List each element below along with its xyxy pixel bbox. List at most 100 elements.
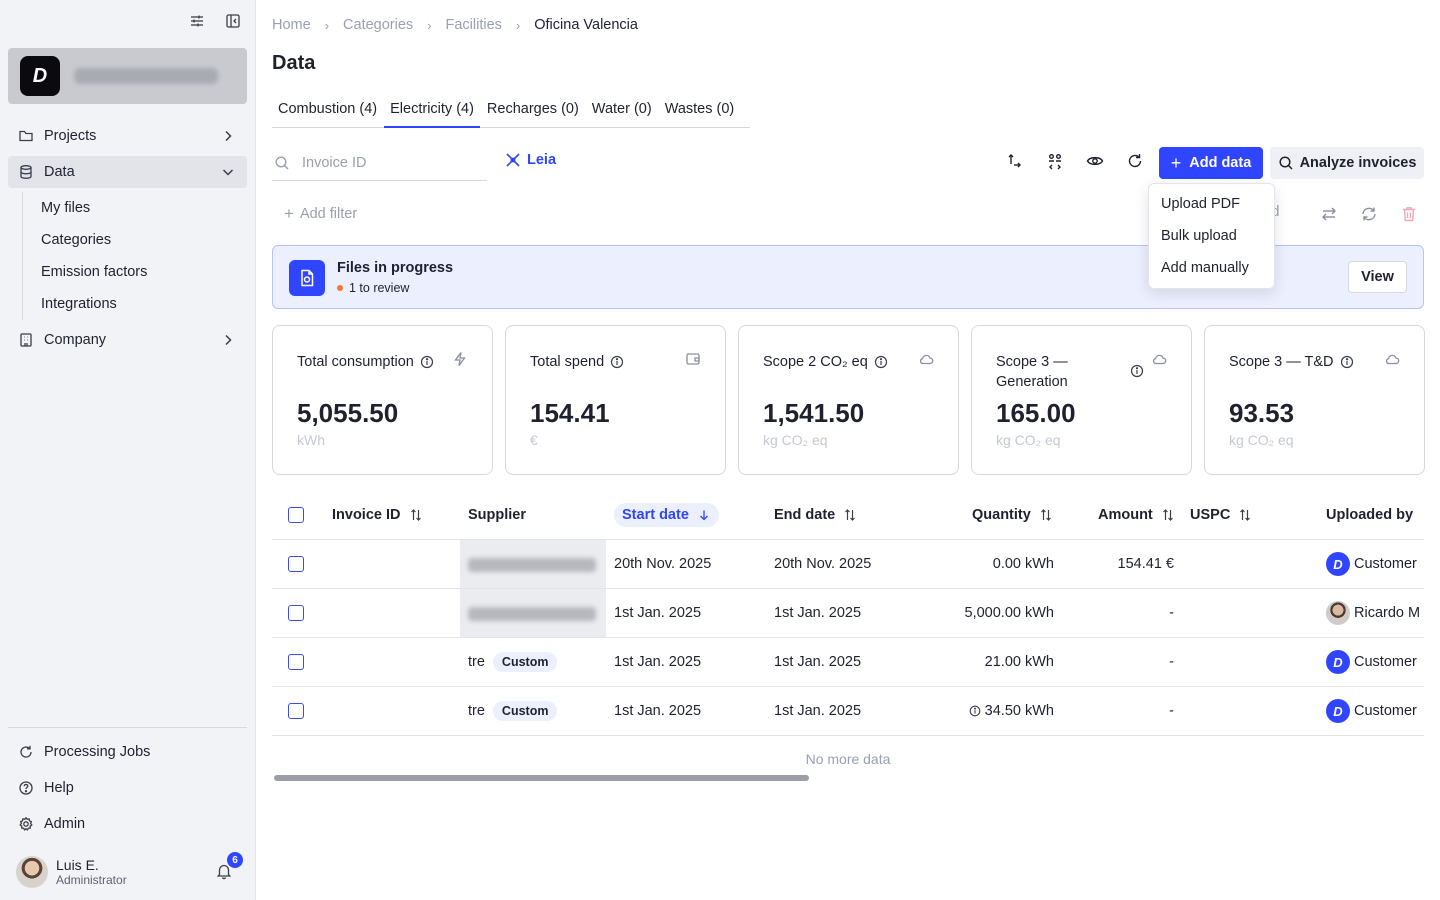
cell-quantity: 5,000.00 kWh — [964, 605, 1054, 621]
breadcrumb-facilities[interactable]: Facilities — [445, 17, 502, 33]
cell-supplier-redacted — [460, 540, 606, 588]
sort-icon — [1161, 508, 1175, 522]
nav-item-company[interactable]: Company — [8, 324, 247, 356]
swap-icon[interactable] — [1320, 205, 1338, 223]
kpi-value: 5,055.50 — [297, 398, 399, 428]
tab-water[interactable]: Water (0) — [591, 101, 652, 117]
cell-amount: - — [1169, 703, 1174, 719]
column-supplier[interactable]: Supplier — [468, 490, 526, 539]
nav-item-label: Data — [44, 164, 75, 180]
column-quantity[interactable]: Quantity — [972, 490, 1053, 539]
kpi-value: 154.41 — [530, 398, 610, 428]
cell-uploaded-by: D Customer — [1326, 638, 1417, 686]
sliders-icon[interactable] — [189, 13, 205, 29]
refresh-icon[interactable] — [1126, 152, 1144, 170]
column-label: Quantity — [972, 506, 1031, 523]
analyze-invoices-button[interactable]: Analyze invoices — [1270, 147, 1424, 179]
add-filter-button[interactable]: + Add filter — [284, 204, 357, 224]
subnav-item-categories[interactable]: Categories — [41, 232, 112, 248]
organization-switcher[interactable]: D — [8, 48, 247, 104]
column-invoice-id[interactable]: Invoice ID — [332, 490, 423, 539]
user-profile[interactable]: Luis E. Administrator 6 — [8, 844, 247, 900]
leia-label: Leia — [527, 152, 557, 168]
column-label: Uploaded by — [1326, 506, 1414, 523]
info-icon[interactable] — [969, 705, 981, 717]
database-icon — [18, 164, 34, 180]
search-icon — [1278, 155, 1294, 171]
column-start-date[interactable]: Start date — [614, 490, 719, 539]
horizontal-scrollbar[interactable] — [274, 775, 809, 781]
chevron-right-icon: › — [515, 17, 521, 33]
trash-icon[interactable] — [1400, 205, 1418, 223]
tab-electricity[interactable]: Electricity (4) — [384, 92, 480, 128]
column-amount[interactable]: Amount — [1098, 490, 1175, 539]
menu-item-bulk-upload[interactable]: Bulk upload — [1161, 228, 1237, 244]
avatar — [1326, 601, 1350, 625]
subnav-item-integrations[interactable]: Integrations — [41, 296, 117, 312]
divider — [8, 727, 247, 728]
view-button[interactable]: View — [1348, 261, 1407, 293]
column-label: Invoice ID — [332, 506, 401, 523]
row-checkbox[interactable] — [288, 605, 304, 621]
info-icon[interactable] — [1340, 355, 1354, 369]
nav-item-data[interactable]: Data — [8, 156, 247, 188]
table-row[interactable]: tre Custom 1st Jan. 2025 1st Jan. 2025 21… — [272, 638, 1424, 687]
column-uploaded-by[interactable]: Uploaded by — [1326, 490, 1413, 539]
tab-wastes[interactable]: Wastes (0) — [664, 101, 735, 117]
nav-item-admin[interactable]: Admin — [8, 808, 247, 840]
group-users-icon[interactable] — [1046, 152, 1064, 170]
breadcrumb-home[interactable]: Home — [272, 17, 311, 33]
cell-amount: - — [1169, 605, 1174, 621]
add-data-button[interactable]: + Add data — [1159, 147, 1263, 179]
search-box — [272, 145, 487, 181]
info-icon[interactable] — [420, 355, 434, 369]
menu-item-upload-pdf[interactable]: Upload PDF — [1161, 196, 1240, 212]
kpi-title: Scope 2 CO₂ eq — [763, 352, 888, 372]
recalculate-icon[interactable] — [1360, 205, 1378, 223]
search-icon — [274, 155, 290, 171]
cell-uploaded-by: Ricardo M — [1326, 589, 1420, 637]
info-icon[interactable] — [1130, 364, 1144, 378]
row-select-cell — [288, 540, 304, 588]
redacted-text — [468, 558, 596, 572]
select-all-checkbox[interactable] — [288, 506, 304, 523]
search-input[interactable] — [302, 154, 472, 171]
subnav-item-my-files[interactable]: My files — [41, 200, 91, 216]
nav-item-help[interactable]: Help — [8, 772, 247, 804]
supplier-name: tre — [468, 703, 485, 719]
breadcrumb-categories[interactable]: Categories — [343, 17, 414, 33]
kpi-value: 1,541.50 — [763, 398, 865, 428]
info-icon[interactable] — [610, 355, 624, 369]
kpi-card-total-spend: Total spend 154.41 € — [505, 325, 726, 475]
subnav-item-emission-factors[interactable]: Emission factors — [41, 264, 148, 280]
table-row[interactable]: 1st Jan. 2025 1st Jan. 2025 5,000.00 kWh… — [272, 589, 1424, 638]
cell-quantity: 34.50 kWh — [932, 687, 1054, 735]
table-row[interactable]: tre Custom 1st Jan. 2025 1st Jan. 2025 34… — [272, 687, 1424, 736]
nav-item-label: Projects — [44, 128, 97, 144]
row-checkbox[interactable] — [288, 556, 304, 572]
row-checkbox[interactable] — [288, 703, 304, 719]
nav-item-projects[interactable]: Projects — [8, 120, 247, 152]
info-icon[interactable] — [874, 355, 888, 369]
cell-amount: - — [1169, 654, 1174, 670]
nav-item-processing-jobs[interactable]: Processing Jobs — [8, 736, 247, 768]
files-in-progress-status: 1 to review — [337, 281, 409, 295]
menu-item-add-manually[interactable]: Add manually — [1161, 260, 1249, 276]
supplier-name: tre — [468, 654, 485, 670]
cell-end-date: 1st Jan. 2025 — [774, 703, 862, 719]
sort-toggle-icon[interactable] — [1006, 152, 1024, 170]
tab-recharges[interactable]: Recharges (0) — [486, 101, 579, 117]
nav-item-label: Admin — [44, 816, 86, 832]
tab-combustion[interactable]: Combustion (4) — [278, 101, 378, 117]
row-select-cell — [288, 589, 304, 637]
column-uspc[interactable]: USPC — [1190, 490, 1252, 539]
sort-icon — [843, 508, 857, 522]
bell-icon[interactable] — [215, 862, 233, 880]
table-row[interactable]: 20th Nov. 2025 20th Nov. 2025 0.00 kWh 1… — [272, 540, 1424, 589]
cloud-icon — [1151, 351, 1167, 367]
collapse-sidebar-icon[interactable] — [225, 13, 241, 29]
eye-icon[interactable] — [1086, 152, 1104, 170]
column-end-date[interactable]: End date — [774, 490, 857, 539]
leia-button[interactable]: Leia — [505, 152, 556, 168]
row-checkbox[interactable] — [288, 654, 304, 670]
